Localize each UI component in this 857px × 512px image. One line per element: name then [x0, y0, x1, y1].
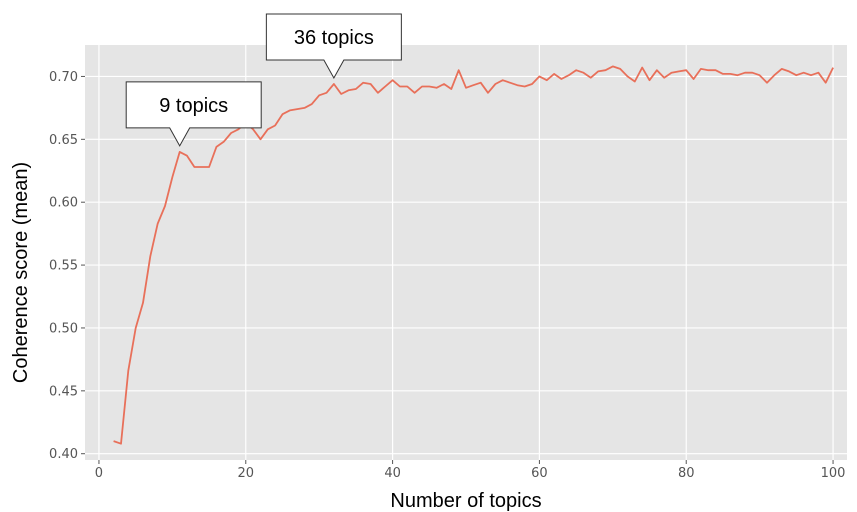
y-tick-label: 0.60: [49, 196, 78, 211]
callout-box: [125, 81, 262, 147]
coherence-line: [113, 65, 834, 445]
x-axis-title: Number of topics: [390, 490, 541, 512]
gridlines: [85, 45, 847, 460]
annotation-layer: 9 topics 36 topics: [125, 13, 402, 147]
x-tick-label: 60: [531, 466, 548, 481]
y-tick-label: 0.45: [49, 384, 78, 399]
series-layer: [113, 65, 834, 445]
y-tick-label: 0.55: [49, 259, 78, 274]
y-tick-label: 0.50: [49, 321, 78, 336]
x-tick-label: 0: [95, 466, 103, 481]
x-tick-label: 20: [237, 466, 254, 481]
callout-box: [265, 13, 402, 80]
callout-label: 9 topics: [159, 95, 228, 117]
x-tick-label: 100: [821, 466, 846, 481]
callout-label: 36 topics: [294, 27, 374, 49]
x-tick-label: 40: [384, 466, 401, 481]
tick-labels: 0 20 40 60 80 100 0.40 0.45 0.50 0.55 0.60 0.65 0.70: [49, 70, 845, 481]
y-tick-label: 0.40: [49, 447, 78, 462]
annotation-callout: 9 topics: [125, 81, 262, 147]
y-tick-label: 0.70: [49, 70, 78, 85]
y-tick-label: 0.65: [49, 133, 78, 148]
annotation-callout: 36 topics: [265, 13, 402, 80]
x-tick-label: 80: [678, 466, 695, 481]
y-axis-title: Coherence score (mean): [10, 162, 32, 383]
